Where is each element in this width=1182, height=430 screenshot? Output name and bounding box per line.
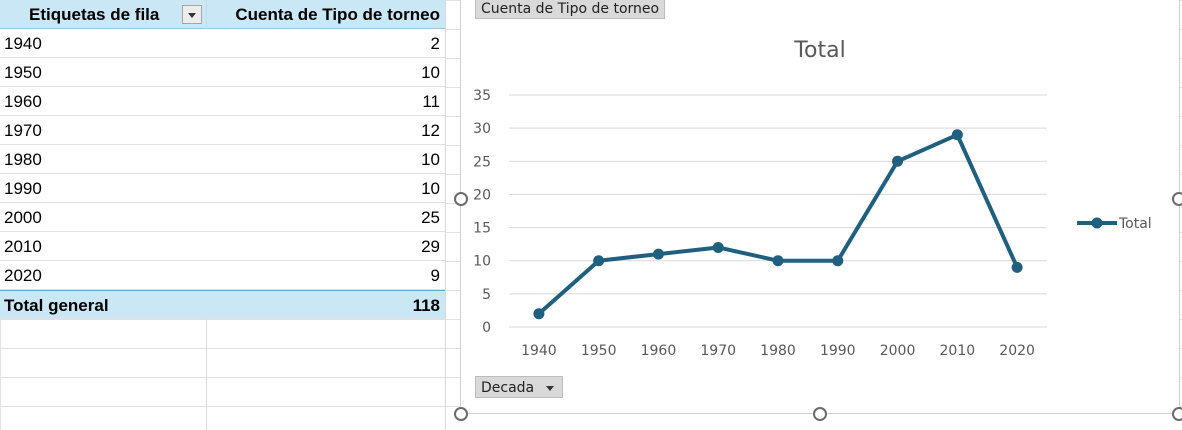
chevron-down-icon [546,386,555,391]
y-tick-label: 10 [473,254,491,270]
y-tick-label: 20 [473,187,491,203]
row-label: 2020 [4,266,42,285]
row-label: 2000 [4,208,42,227]
x-tick-label: 2010 [940,343,976,359]
row-label: 2010 [4,237,42,256]
pivot-row[interactable]: 1970 12 [0,116,445,145]
pivot-row[interactable]: 1960 11 [0,87,445,116]
value-column-header[interactable]: Cuenta de Tipo de torneo [235,5,440,24]
pivot-header-row: Etiquetas de fila Cuenta de Tipo de torn… [0,0,445,29]
axis-field-button[interactable]: Decada [475,376,564,398]
pivot-total-row[interactable]: Total general 118 [0,290,445,319]
column-divider [445,0,446,430]
x-tick-label: 2000 [880,343,916,359]
row-label: 1980 [4,150,42,169]
row-label: 1940 [4,34,42,53]
pivot-row[interactable]: 2010 29 [0,232,445,261]
resize-handle-bottom-left[interactable] [454,407,468,421]
data-point [652,248,664,260]
data-point [712,241,724,253]
row-label: 1990 [4,179,42,198]
pivot-row[interactable]: 2000 25 [0,203,445,232]
row-label: 1950 [4,63,42,82]
chart-title[interactable]: Total [794,38,846,63]
x-tick-label: 2020 [999,343,1035,359]
filter-dropdown-button[interactable] [182,5,202,24]
row-label: 1960 [4,92,42,111]
data-point [951,129,963,141]
row-value: 11 [422,92,440,111]
x-tick-label: 1990 [820,343,856,359]
pivot-row[interactable]: 1990 10 [0,174,445,203]
row-value: 10 [421,150,440,169]
row-value: 29 [421,237,440,256]
resize-handle-bottom[interactable] [813,407,827,421]
x-tick-label: 1940 [521,343,557,359]
pivot-chart[interactable]: Cuenta de Tipo de torneo Total 0 5 10 15 20 2… [460,0,1180,414]
total-value: 118 [412,296,440,315]
row-value: 10 [421,179,440,198]
y-tick-label: 30 [473,121,491,137]
pivot-body: 1940 2 1950 10 1960 11 1970 12 1980 10 1990 10 2000 2… [0,29,445,290]
x-tick-label: 1980 [760,343,796,359]
x-tick-label: 1960 [641,343,677,359]
axis-field-label: Decada [481,380,535,396]
pivot-row[interactable]: 2020 9 [0,261,445,290]
y-tick-label: 25 [473,154,491,170]
y-tick-label: 0 [482,320,491,336]
x-tick-label: 1970 [700,343,736,359]
data-point [533,308,545,320]
row-value: 25 [421,208,440,227]
row-label: 1970 [4,121,42,140]
pivot-row[interactable]: 1940 2 [0,29,445,58]
y-tick-label: 5 [482,287,491,303]
resize-handle-left[interactable] [454,192,468,206]
resize-handle-bottom-right[interactable] [1172,407,1182,421]
legend-label: Total [1118,216,1152,232]
x-tick-label: 1950 [581,343,617,359]
plot-area[interactable]: 0 5 10 15 20 25 30 35 1940 1950 1960 1970 1980 1990 20… [461,0,1179,414]
resize-handle-right[interactable] [1172,192,1182,206]
data-point [832,255,844,267]
row-value: 10 [421,63,440,82]
row-labels-header[interactable]: Etiquetas de fila [29,5,160,24]
column-separator [206,0,207,29]
data-point [772,255,784,267]
data-point [892,155,904,167]
pivot-row[interactable]: 1950 10 [0,58,445,87]
y-tick-label: 15 [473,221,491,237]
data-point [593,255,605,267]
legend-marker [1091,217,1103,229]
pivot-table: Etiquetas de fila Cuenta de Tipo de torn… [0,0,445,319]
row-value: 9 [430,266,440,285]
pivot-row[interactable]: 1980 10 [0,145,445,174]
data-point [1011,261,1023,273]
y-tick-label: 35 [473,88,491,104]
row-value: 2 [430,34,440,53]
total-label: Total general [4,296,109,315]
values-field-button[interactable]: Cuenta de Tipo de torneo [475,0,666,19]
row-value: 12 [421,121,440,140]
